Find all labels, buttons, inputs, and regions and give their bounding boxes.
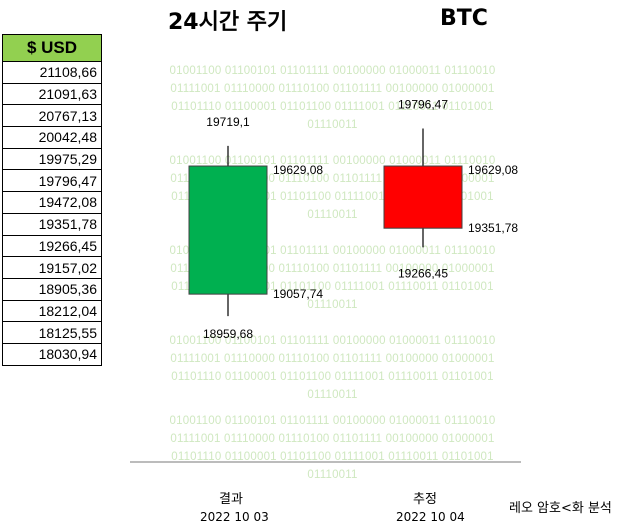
- credit-text: 레오 암호<화 분석: [509, 501, 612, 516]
- close-label: 19351,78: [468, 221, 518, 235]
- candle-2-category: 추정: [413, 492, 437, 507]
- price-cell: 20042,48: [2, 126, 102, 149]
- binary-text-block: 01001100 01100101 01101111 00100000 0100…: [170, 245, 496, 311]
- low-label: 19266,45: [398, 266, 448, 280]
- chart-title: 24시간 주기: [168, 10, 288, 35]
- ticker-label: BTC: [440, 6, 488, 31]
- price-cell: 18125,55: [2, 321, 102, 344]
- open-label: 19629,08: [273, 163, 323, 177]
- candle-body: [383, 165, 463, 229]
- close-label: 19057,74: [273, 287, 323, 301]
- binary-text-block: 01001100 01100101 01101111 00100000 0100…: [169, 335, 496, 401]
- high-label: 19796,47: [398, 98, 448, 112]
- price-cell: 18030,94: [2, 342, 102, 366]
- price-cell: 19975,29: [2, 147, 102, 171]
- price-cell: 19157,02: [2, 256, 102, 279]
- price-cell: 19796,47: [2, 169, 102, 193]
- low-label: 18959,68: [203, 327, 253, 341]
- candle-1-category: 결과: [219, 492, 243, 507]
- open-label: 19629,08: [468, 163, 518, 177]
- price-cell: 21091,63: [2, 82, 102, 106]
- price-cell: 18905,36: [2, 277, 102, 301]
- binary-text-block: 01001100 01100101 01101111 00100000 0100…: [169, 415, 496, 481]
- price-cell: 19266,45: [2, 234, 102, 258]
- price-cell: 19351,78: [2, 212, 102, 236]
- price-cell: 19472,08: [2, 191, 102, 214]
- price-table: $ USD 21108,66 21091,63 20767,13 20042,48 199…: [2, 34, 102, 366]
- candle-2-date: 2022 10 04: [396, 510, 465, 524]
- binary-text-block: 01001100 01100101 01101111 00100000 0100…: [169, 65, 496, 131]
- high-label: 19719,1: [206, 115, 250, 129]
- candle-body: [188, 165, 268, 295]
- price-cell: 20767,13: [2, 104, 102, 128]
- candle-1-date: 2022 10 03: [200, 510, 269, 524]
- price-table-header: $ USD: [2, 34, 102, 62]
